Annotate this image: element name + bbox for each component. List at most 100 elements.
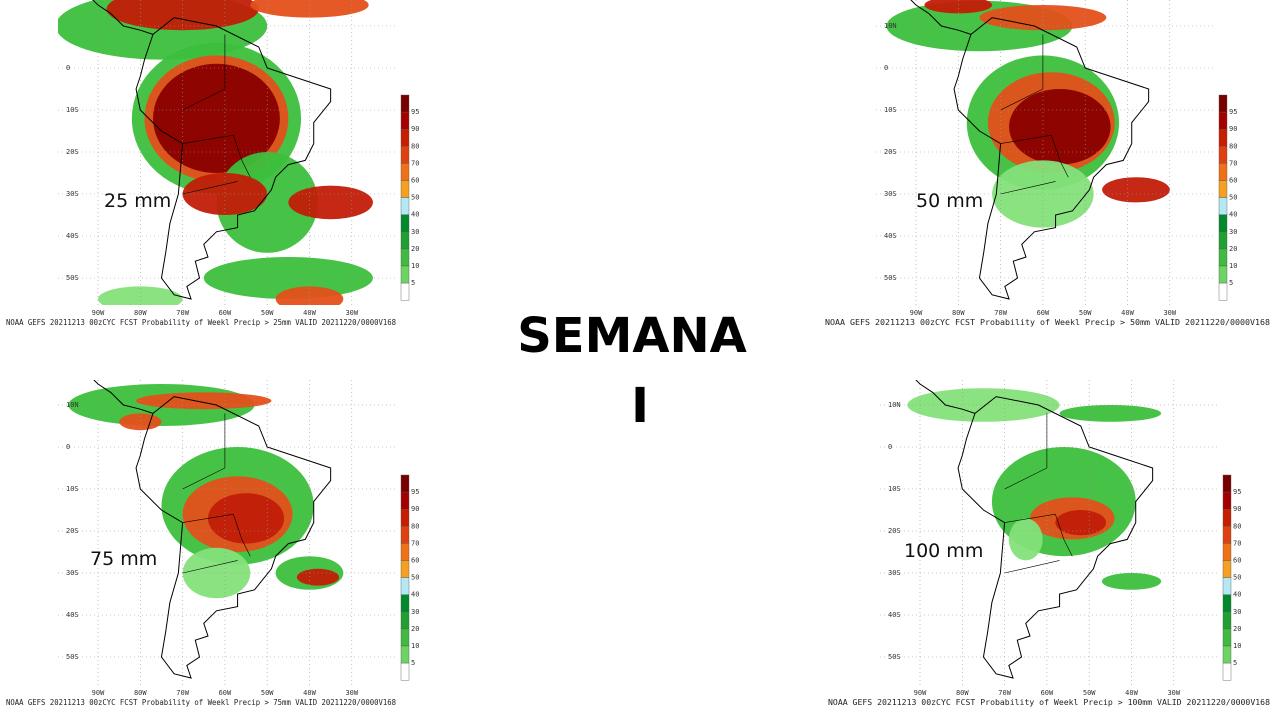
colorbar-label: 10 bbox=[411, 262, 419, 270]
colorbar-label: 50 bbox=[1229, 194, 1237, 202]
colorbar-label: 40 bbox=[411, 591, 419, 599]
colorbar-segment bbox=[1222, 645, 1232, 664]
lat-label: 50S bbox=[66, 653, 79, 661]
lat-label: 0 bbox=[888, 443, 892, 451]
precip-area bbox=[207, 493, 285, 544]
colorbar-segment bbox=[400, 474, 410, 493]
map-panel: 10N 0 10S 20S 30S 40S 50S 90W 80W 70W 60W 50W 40W 30W… bbox=[828, 380, 1270, 707]
colorbar-segment bbox=[400, 628, 410, 647]
borders bbox=[1004, 413, 1073, 574]
colorbar-segment bbox=[400, 111, 410, 130]
precip-area bbox=[1102, 177, 1170, 203]
colorbar-segment bbox=[400, 128, 410, 147]
colorbar-label: 30 bbox=[411, 228, 419, 236]
colorbar-label: 70 bbox=[411, 159, 419, 167]
precip-area bbox=[275, 286, 344, 305]
colorbar-segment bbox=[400, 491, 410, 510]
slide-subtitle: I bbox=[631, 378, 649, 434]
colorbar-label: 60 bbox=[1233, 557, 1241, 565]
borders bbox=[1000, 34, 1069, 195]
threshold-label: 50 mm bbox=[916, 190, 983, 212]
colorbar-label: 95 bbox=[1229, 108, 1237, 116]
colorbar-segment bbox=[1222, 560, 1232, 578]
lon-label: 40W bbox=[1125, 689, 1138, 697]
colorbar-label: 70 bbox=[1233, 539, 1241, 547]
colorbar-label: 95 bbox=[411, 108, 419, 116]
threshold-label: 75 mm bbox=[90, 548, 157, 570]
lon-label: 90W bbox=[92, 689, 105, 697]
lon-label: 90W bbox=[92, 309, 105, 317]
lat-label: 0 bbox=[884, 64, 888, 72]
lat-label: 30S bbox=[66, 190, 79, 198]
lon-label: 60W bbox=[219, 689, 232, 697]
lat-label: 30S bbox=[66, 569, 79, 577]
lat-label: 30S bbox=[884, 190, 897, 198]
colorbar-segment bbox=[400, 560, 410, 578]
lon-label: 80W bbox=[134, 309, 147, 317]
map-body bbox=[58, 0, 396, 305]
colorbar-label: 30 bbox=[1233, 608, 1241, 616]
lon-label: 40W bbox=[1121, 309, 1134, 317]
precip-area bbox=[1101, 573, 1162, 590]
colorbar-label: 20 bbox=[1229, 245, 1237, 253]
threshold-label: 25 mm bbox=[104, 190, 171, 212]
colorbar-segment bbox=[1222, 509, 1232, 527]
colorbar-segment bbox=[1222, 628, 1232, 647]
lat-label: 10N bbox=[884, 22, 897, 30]
colorbar-label: 90 bbox=[1233, 505, 1241, 513]
borders bbox=[182, 34, 251, 195]
lat-label: 40S bbox=[66, 232, 79, 240]
precip-area bbox=[979, 5, 1107, 31]
lat-label: 20S bbox=[66, 527, 79, 535]
colorbar-label: 95 bbox=[411, 488, 419, 496]
lat-label: 0 bbox=[66, 443, 70, 451]
precip-area bbox=[924, 0, 993, 14]
colorbar-segment bbox=[1218, 163, 1228, 181]
lat-label: 40S bbox=[888, 611, 901, 619]
precip-area bbox=[119, 413, 162, 431]
colorbar-segment bbox=[1218, 214, 1228, 232]
lon-label: 30W bbox=[1167, 689, 1180, 697]
colorbar-segment bbox=[1218, 111, 1228, 130]
map-caption: NOAA GEFS 20211213 00zCYC FCST Probabili… bbox=[828, 698, 1270, 707]
lat-label: 10S bbox=[884, 106, 897, 114]
precip-area bbox=[288, 185, 373, 220]
lat-label: 10N bbox=[66, 401, 79, 409]
colorbar-label: 90 bbox=[411, 505, 419, 513]
coastline bbox=[135, 396, 332, 679]
colorbar-label: 40 bbox=[1229, 211, 1237, 219]
precip-area bbox=[182, 173, 268, 215]
precip-area bbox=[992, 160, 1094, 228]
colorbar-label: 90 bbox=[411, 125, 419, 133]
lat-label: 20S bbox=[884, 148, 897, 156]
precip-area bbox=[907, 388, 1060, 422]
colorbar-label: 5 bbox=[411, 279, 415, 287]
coastline bbox=[957, 396, 1154, 679]
colorbar-label: 5 bbox=[1233, 659, 1237, 667]
precip-area bbox=[106, 0, 259, 31]
map-body bbox=[876, 0, 1214, 305]
colorbar-label: 95 bbox=[1233, 488, 1241, 496]
lon-label: 80W bbox=[134, 689, 147, 697]
colorbar-label: 50 bbox=[411, 194, 419, 202]
colorbar-label: 20 bbox=[411, 625, 419, 633]
lat-label: 10S bbox=[66, 106, 79, 114]
lat-label: 50S bbox=[888, 653, 901, 661]
lon-label: 30W bbox=[345, 309, 358, 317]
colorbar-segment bbox=[1222, 491, 1232, 510]
colorbar-label: 80 bbox=[1233, 522, 1241, 530]
coastline bbox=[135, 17, 332, 300]
colorbar-segment bbox=[1222, 474, 1232, 493]
lat-label: 10S bbox=[66, 485, 79, 493]
colorbar-segment bbox=[400, 594, 410, 613]
colorbar-segment bbox=[1222, 543, 1232, 561]
precip-area bbox=[296, 568, 340, 586]
colorbar-segment bbox=[1218, 231, 1228, 250]
colorbar-segment bbox=[1218, 282, 1228, 301]
colorbar-label: 60 bbox=[411, 557, 419, 565]
map-panel: 10N 0 10S 20S 30S 40S 50S 90W 80W 70W 60W 50W 40W 30W… bbox=[825, 0, 1270, 327]
colorbar-segment bbox=[400, 577, 410, 595]
map-caption: NOAA GEFS 20211213 00zCYC FCST Probabili… bbox=[6, 698, 396, 707]
colorbar-segment bbox=[1218, 128, 1228, 147]
